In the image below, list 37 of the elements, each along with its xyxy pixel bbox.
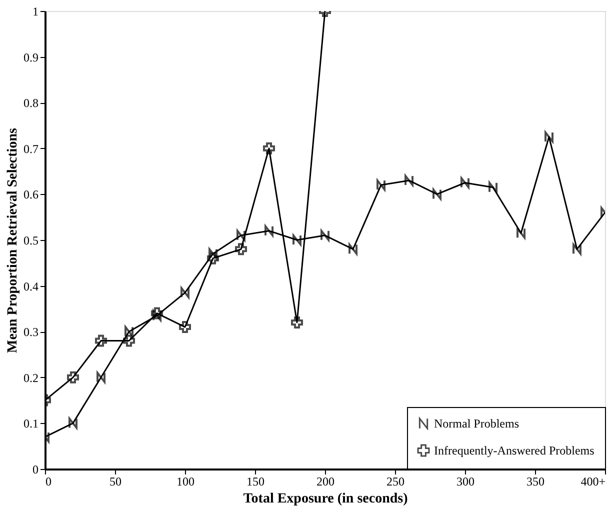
x-tick-label: 350 [526,474,544,488]
point [95,334,107,347]
x-tick-label: 150 [246,474,264,488]
point [208,248,218,260]
y-tick-label: 0.7 [24,142,38,156]
y-tick-label: 0.5 [24,234,38,248]
y-tick-label: 0.1 [24,416,38,431]
x-tick-label: 200 [316,474,334,488]
x-tick-label: 250 [386,474,404,488]
y-tick-label: 0.6 [24,188,38,202]
point [151,307,163,320]
legend-label: Normal Problems [434,416,520,430]
y-axis-title: Mean Proportion Retrieval Selections [6,128,20,353]
point [207,252,219,264]
y-tick-label: 0.4 [24,279,38,294]
x-axis-title: Total Exposure (in seconds) [243,492,408,506]
legend-label: Infrequently-Answered Problems [434,444,595,458]
point [179,321,191,334]
point [488,182,498,193]
point [291,316,303,328]
x-tick-label: 100 [176,474,194,488]
y-tick-label: 0.2 [24,370,38,385]
x-tick-label: 400+ [580,474,606,488]
y-tick-label: 0 [32,462,38,476]
x-tick-label: 0 [46,474,52,488]
point [263,142,275,154]
x-tick-label: 50 [110,474,122,488]
y-tick-label: 0.8 [24,96,38,110]
y-tick-label: 0.9 [24,50,38,64]
x-tick-label: 300 [456,474,474,488]
y-tick-label: 1 [32,4,38,18]
point [67,371,79,384]
point [123,334,135,347]
point [516,228,526,239]
point [235,243,247,256]
point [460,177,470,188]
y-tick-label: 0.3 [24,325,38,340]
